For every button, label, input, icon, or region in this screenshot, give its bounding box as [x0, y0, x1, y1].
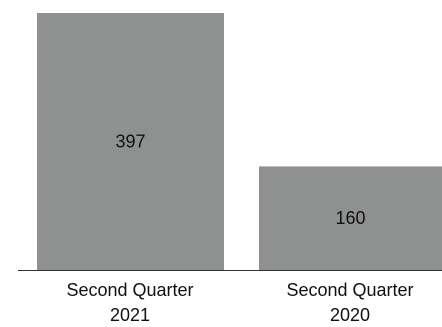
category-label-0-line-1: 2021 — [110, 305, 150, 325]
category-label-1-line-0: Second Quarter — [286, 280, 413, 300]
bar-0 — [37, 13, 224, 270]
category-label-0-line-0: Second Quarter — [66, 280, 193, 300]
bar-value-label-0: 397 — [115, 132, 145, 152]
category-labels-layer: Second Quarter 2021 Second Quarter 2020 — [66, 280, 413, 325]
bars-layer — [37, 13, 442, 270]
bar-1 — [259, 166, 442, 270]
category-label-1-line-1: 2020 — [330, 305, 370, 325]
labels-layer: 397 160 — [115, 132, 365, 229]
bar-value-label-1: 160 — [335, 208, 365, 228]
